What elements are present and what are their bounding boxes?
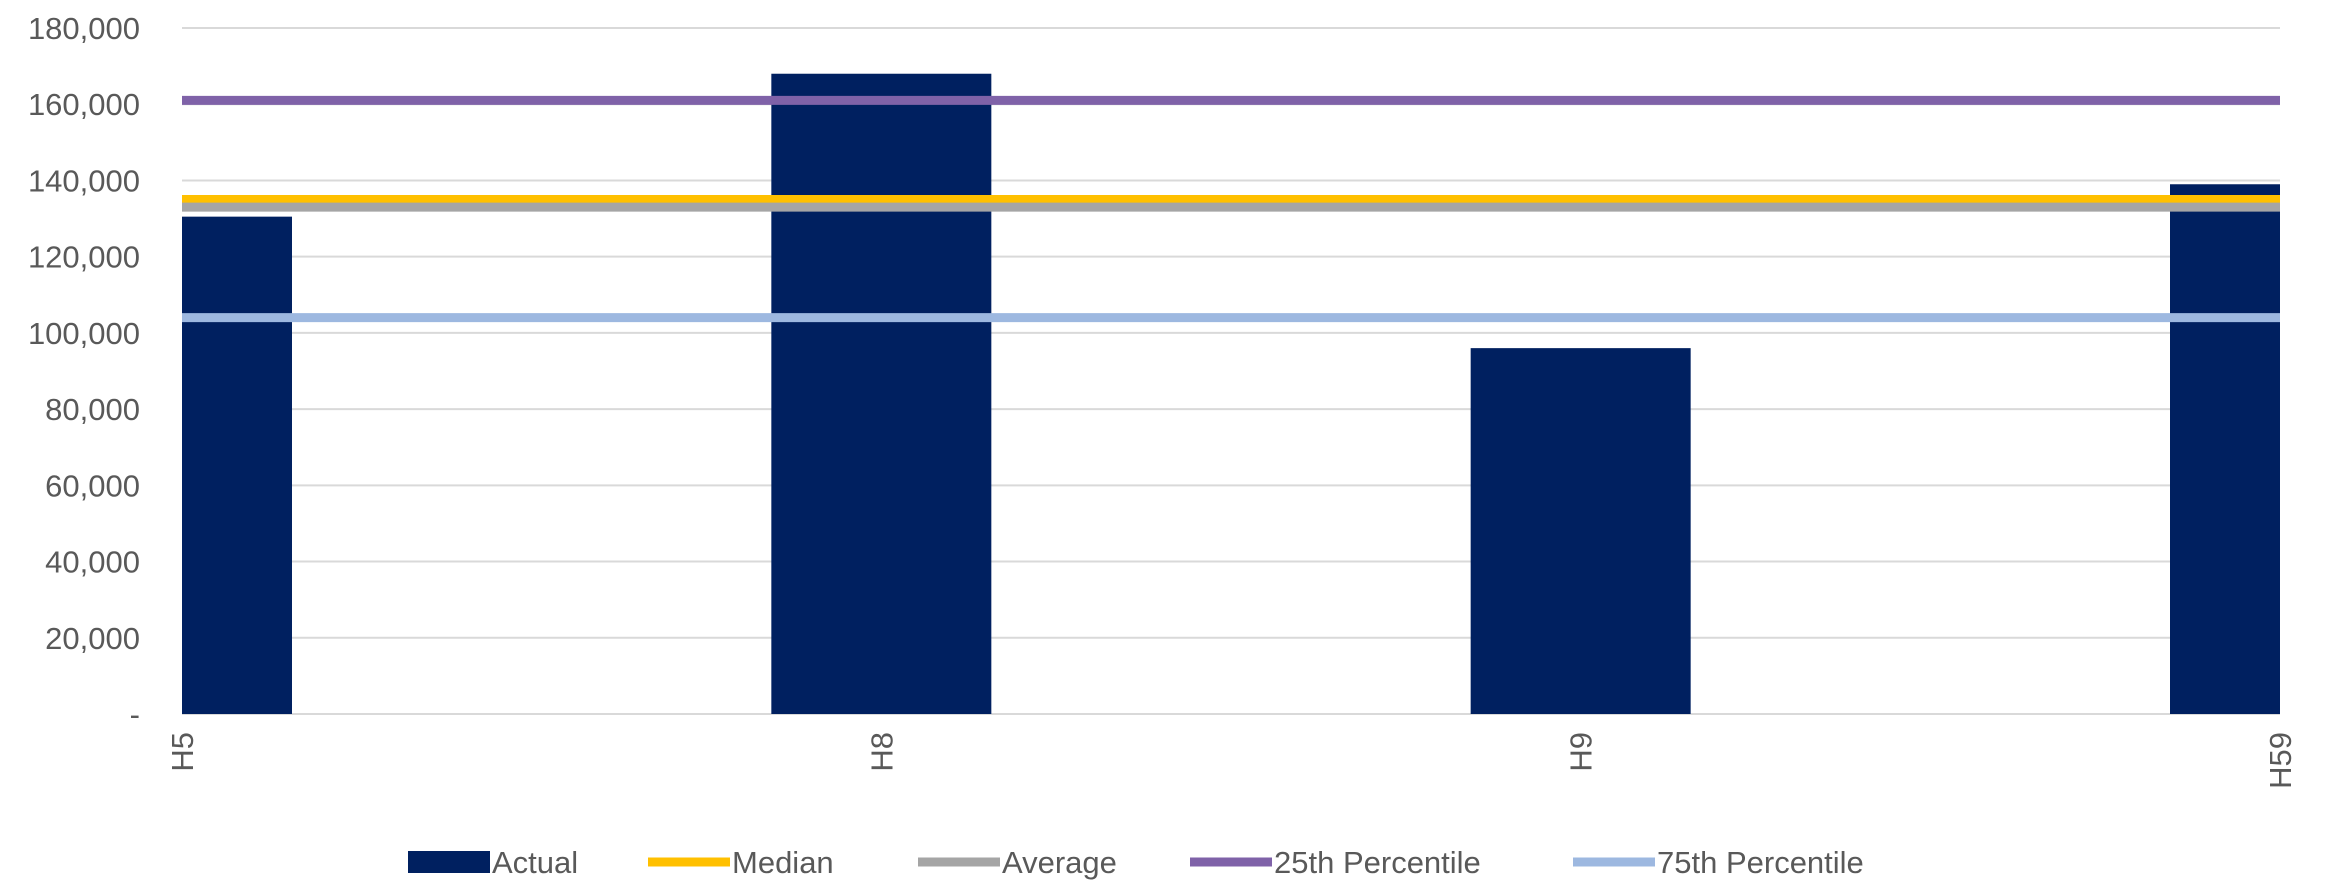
x-tick-label: H9 (1564, 732, 1599, 772)
bar-actual (1470, 348, 1691, 714)
legend-label-25th-percentile: 25th Percentile (1274, 845, 1481, 880)
y-tick-label: 100,000 (28, 316, 140, 351)
legend-label-75th-percentile: 75th Percentile (1657, 845, 1864, 880)
y-tick-label: 80,000 (45, 392, 140, 427)
y-tick-label: 140,000 (28, 163, 140, 198)
x-axis: H5 H8 H9 H59 (165, 732, 2298, 789)
bar-actual (2170, 184, 2280, 714)
y-tick-label: - (130, 697, 140, 732)
legend-swatch-actual (408, 851, 490, 873)
legend-label-actual: Actual (492, 845, 578, 880)
y-axis: - 20,000 40,000 60,000 80,000 100,000 120,000 1… (28, 11, 140, 732)
y-tick-label: 40,000 (45, 545, 140, 580)
x-tick-label: H5 (165, 732, 200, 772)
y-tick-label: 160,000 (28, 87, 140, 122)
y-tick-label: 180,000 (28, 11, 140, 46)
y-tick-label: 120,000 (28, 240, 140, 275)
x-tick-label: H8 (864, 732, 899, 772)
reference-lines (182, 95, 2280, 323)
bars (182, 73, 2280, 714)
bar-actual (182, 216, 292, 714)
legend-label-median: Median (732, 845, 834, 880)
legend-label-average: Average (1002, 845, 1117, 880)
y-tick-label: 60,000 (45, 468, 140, 503)
y-tick-label: 20,000 (45, 621, 140, 656)
gridlines (182, 27, 2280, 715)
x-tick-label: H59 (2263, 732, 2298, 789)
legend: Actual Median Average 25th Percentile 75th P… (408, 845, 1864, 880)
bar-actual (771, 73, 992, 714)
